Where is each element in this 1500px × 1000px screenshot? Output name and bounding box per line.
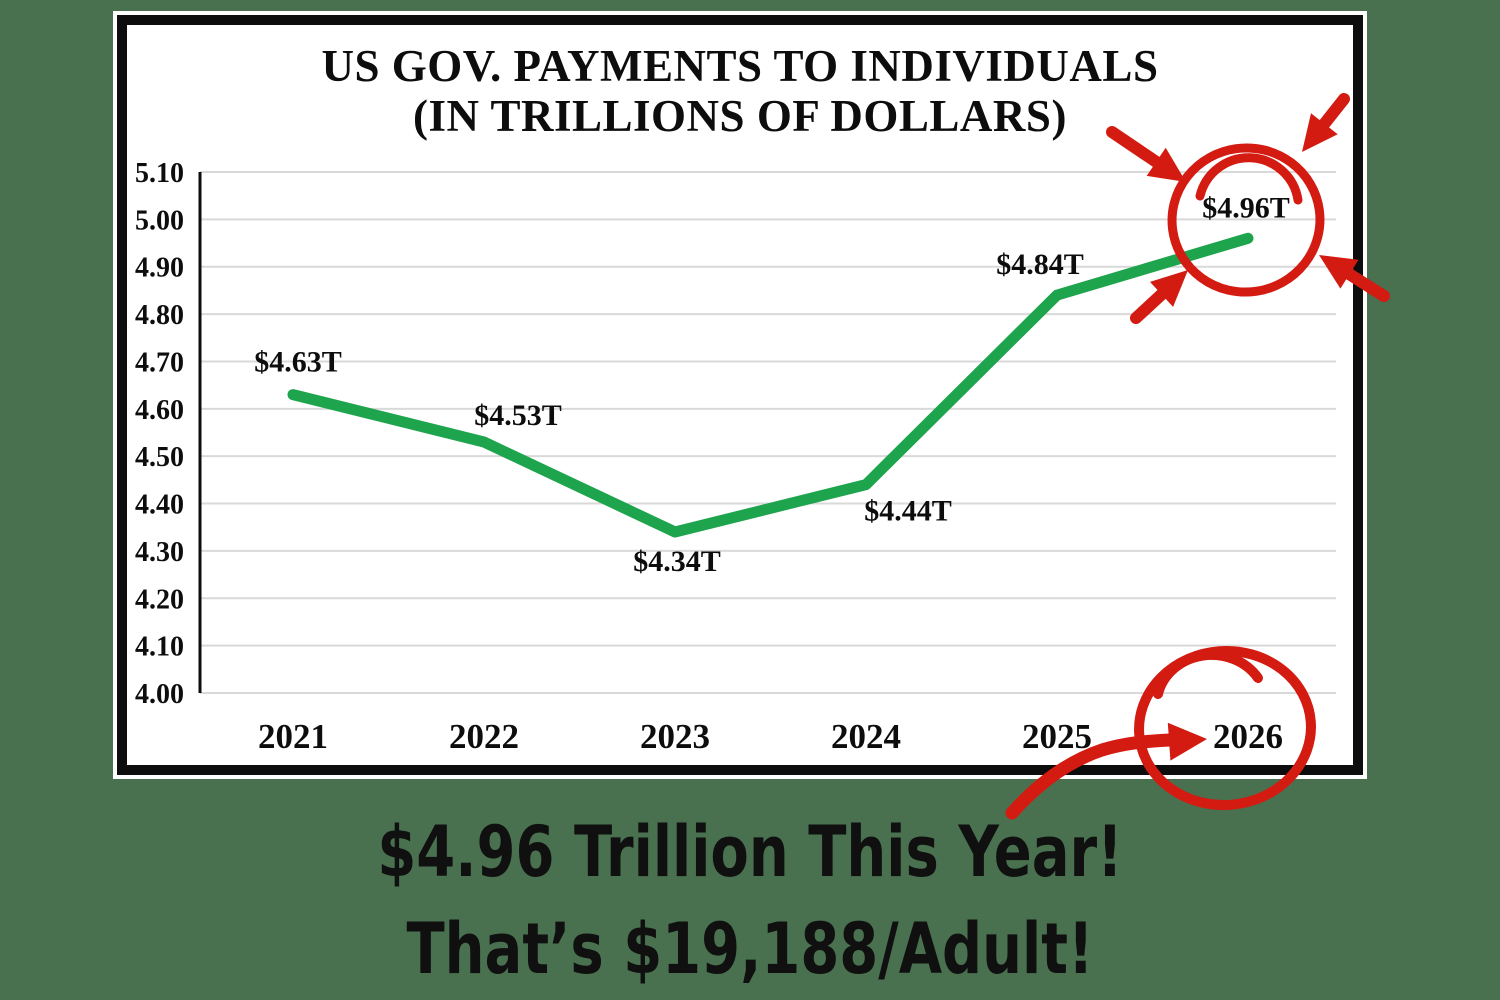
arrow-annotation-top-right-head (1302, 113, 1338, 152)
data-label: $4.84T (996, 248, 1084, 281)
data-label: $4.44T (864, 495, 952, 528)
x-tick-label: 2026 (1213, 717, 1283, 756)
arrow-annotation-bottom-right (1340, 266, 1390, 302)
chart-title-line2: (IN TRILLIONS OF DOLLARS) (413, 91, 1067, 141)
y-tick-label: 5.00 (135, 205, 184, 236)
arrow-annotation-top-left (1106, 126, 1166, 171)
y-tick-label: 5.10 (135, 158, 184, 189)
value-circle-annotation (1167, 143, 1325, 297)
x-tick-label: 2021 (258, 717, 328, 756)
trend-line (287, 232, 1254, 538)
arrow-annotation-top-right (1315, 93, 1350, 133)
chart-card: US GOV. PAYMENTS TO INDIVIDUALS (IN TRIL… (113, 11, 1367, 779)
x-tick-label: 2023 (640, 717, 710, 756)
y-tick-label: 4.00 (135, 679, 184, 710)
data-label: $4.34T (633, 545, 721, 578)
caption-line-2: That’s $19,188/Adult! (406, 908, 1094, 990)
y-tick-label: 4.30 (135, 537, 184, 568)
arrow-annotation-top-left-head (1146, 147, 1186, 182)
data-label: $4.63T (254, 346, 342, 379)
data-label: $4.53T (474, 399, 562, 432)
curved-arrow-annotation-head (1167, 722, 1207, 761)
arrow-annotation-bottom-left-head (1150, 270, 1188, 307)
chart-title: US GOV. PAYMENTS TO INDIVIDUALS (IN TRIL… (127, 25, 1353, 141)
x-tick-label: 2024 (831, 717, 901, 756)
arrow-annotation-bottom-left (1130, 285, 1171, 324)
y-tick-label: 4.60 (135, 395, 184, 426)
curved-arrow-annotation (1005, 733, 1177, 820)
y-tick-label: 4.50 (135, 442, 184, 473)
arrow-annotation-bottom-right-head (1319, 255, 1359, 289)
value-circle-inner-loop (1195, 153, 1303, 205)
y-tick-label: 4.40 (135, 490, 184, 521)
chart-title-line1: US GOV. PAYMENTS TO INDIVIDUALS (321, 41, 1159, 91)
x-tick-label: 2022 (449, 717, 519, 756)
year-circle-inner-loop (1153, 649, 1263, 699)
y-tick-label: 4.80 (135, 300, 184, 331)
y-tick-label: 4.10 (135, 632, 184, 663)
caption: $4.96 Trillion This Year! That’s $19,188… (0, 804, 1500, 998)
caption-line-1: $4.96 Trillion This Year! (377, 811, 1123, 893)
y-tick-label: 4.70 (135, 347, 184, 378)
y-tick-label: 4.20 (135, 584, 184, 615)
y-tick-label: 4.90 (135, 253, 184, 284)
data-label: $4.96T (1202, 191, 1290, 224)
x-tick-label: 2025 (1022, 717, 1092, 756)
